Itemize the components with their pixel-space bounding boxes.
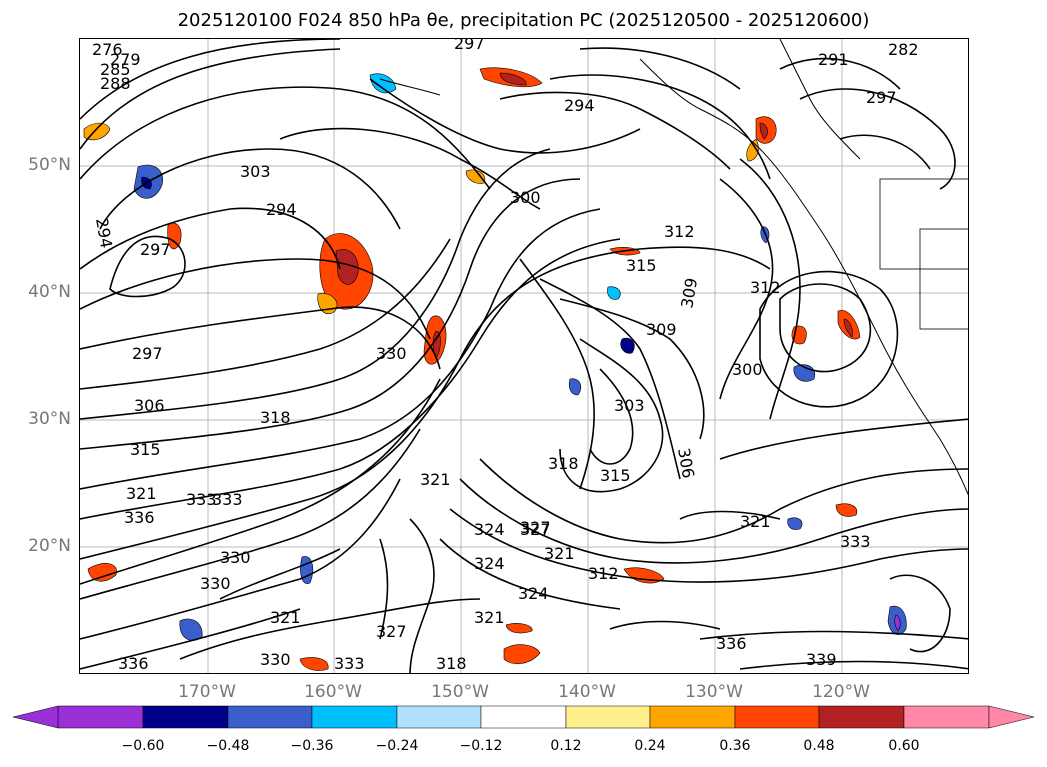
contour-label: 312 — [750, 278, 781, 297]
contour-label: 294 — [564, 96, 595, 115]
colorbar-tick-label: 0.12 — [550, 738, 582, 754]
colorbar-tick-label: 0.24 — [634, 738, 666, 754]
colorbar-tick-label: −0.36 — [290, 738, 334, 754]
colorbar-high-extension — [988, 705, 1035, 729]
lat-label-40n: 40°N — [28, 282, 71, 302]
contour-label: 333 — [334, 654, 365, 673]
contour-label: 330 — [260, 650, 291, 669]
colorbar-tick-label: −0.48 — [206, 738, 250, 754]
lon-label-130w: 130°W — [685, 682, 743, 702]
colorbar-tick-label: −0.24 — [375, 738, 419, 754]
contour-label: 312 — [588, 564, 619, 583]
contour-label: 309 — [646, 320, 677, 339]
contour-label: 315 — [626, 256, 657, 275]
contour-labels: 276 279 285 288 282 294 297 303 294 297 … — [92, 39, 919, 673]
colorbar-segment — [227, 705, 313, 729]
lon-label-150w: 150°W — [431, 682, 489, 702]
contour-label: 297 — [132, 344, 163, 363]
colorbar-segment — [396, 705, 482, 729]
lon-label-120w: 120°W — [812, 682, 870, 702]
contour-label: 306 — [674, 446, 698, 479]
contour-label: 294 — [266, 200, 297, 219]
contour-label: 321 — [544, 544, 575, 563]
colorbar-segment — [57, 705, 144, 729]
colorbar-segment — [311, 705, 398, 729]
contour-label: 330 — [220, 548, 251, 567]
colorbar-tick-label: 0.36 — [719, 738, 751, 754]
contour-label: 321 — [740, 512, 771, 531]
map-panel: 276 279 285 288 282 294 297 303 294 297 … — [79, 38, 969, 674]
colorbar-tick-label: 0.60 — [888, 738, 920, 754]
colorbar-tick-label: −0.12 — [459, 738, 503, 754]
contour-label: 330 — [376, 344, 407, 363]
contour-label: 327 — [520, 518, 551, 537]
contour-label: 327 — [376, 622, 407, 641]
colorbar-segment — [818, 705, 905, 729]
colorbar-segment — [480, 705, 567, 729]
contour-label: 294 — [92, 216, 116, 249]
contour-label: 282 — [888, 40, 919, 59]
colorbar-tick-label: 0.48 — [803, 738, 835, 754]
contour-label: 339 — [806, 650, 837, 669]
contour-label: 279 — [110, 50, 141, 69]
contour-label: 297 — [140, 240, 171, 259]
contour-label: 324 — [518, 584, 549, 603]
contour-label: 321 — [270, 608, 301, 627]
colorbar-segment — [649, 705, 736, 729]
contour-label: 327 — [520, 520, 551, 539]
contour-label: 306 — [134, 396, 165, 415]
contour-label: 321 — [420, 470, 451, 489]
colorbar-tick-label: −0.60 — [121, 738, 165, 754]
lat-label-50n: 50°N — [28, 155, 71, 175]
contour-label: 303 — [614, 396, 645, 415]
contour-label: 336 — [124, 508, 155, 527]
contour-label: 303 — [240, 162, 271, 181]
contour-label: 324 — [474, 520, 505, 539]
contour-label: 297 — [866, 88, 897, 107]
contour-label: 333 — [840, 532, 871, 551]
contour-label: 300 — [510, 188, 541, 207]
contour-label: 330 — [200, 574, 231, 593]
contour-label: 309 — [677, 276, 701, 309]
contour-label: 288 — [100, 74, 131, 93]
colorbar-segment — [903, 705, 990, 729]
lon-label-160w: 160°W — [304, 682, 362, 702]
colorbar-low-extension — [12, 705, 59, 729]
contour-label: 315 — [600, 466, 631, 485]
colorbar-segment — [565, 705, 651, 729]
contour-label: 336 — [716, 634, 747, 653]
contour-label: 285 — [100, 60, 131, 79]
contour-label: 291 — [818, 50, 849, 69]
contour-label: 297 — [454, 39, 485, 53]
contour-label: 321 — [474, 608, 505, 627]
contour-label: 321 — [126, 484, 157, 503]
contour-label: 276 — [92, 40, 123, 59]
lat-label-30n: 30°N — [28, 409, 71, 429]
contour-label: 318 — [260, 408, 291, 427]
map-title: 2025120100 F024 850 hPa θe, precipitatio… — [177, 10, 870, 31]
lon-label-170w: 170°W — [178, 682, 236, 702]
contour-label: 336 — [118, 654, 149, 673]
contour-label: 300 — [732, 360, 763, 379]
contour-label: 315 — [130, 440, 161, 459]
coastlines — [379, 39, 968, 496]
contour-label: 318 — [548, 454, 579, 473]
colorbar-segment — [734, 705, 820, 729]
lat-label-20n: 20°N — [28, 536, 71, 556]
lon-label-140w: 140°W — [558, 682, 616, 702]
contour-label: 333 — [186, 490, 217, 509]
colorbar-segment — [142, 705, 229, 729]
map-canvas: 276 279 285 288 282 294 297 303 294 297 … — [80, 39, 968, 673]
colorbar — [12, 705, 1035, 729]
contour-label: 312 — [664, 222, 695, 241]
contour-label: 333 — [212, 490, 243, 509]
contour-label: 324 — [474, 554, 505, 573]
contour-label: 318 — [436, 654, 467, 673]
theta-e-contours — [80, 39, 968, 673]
graticule — [80, 39, 968, 673]
